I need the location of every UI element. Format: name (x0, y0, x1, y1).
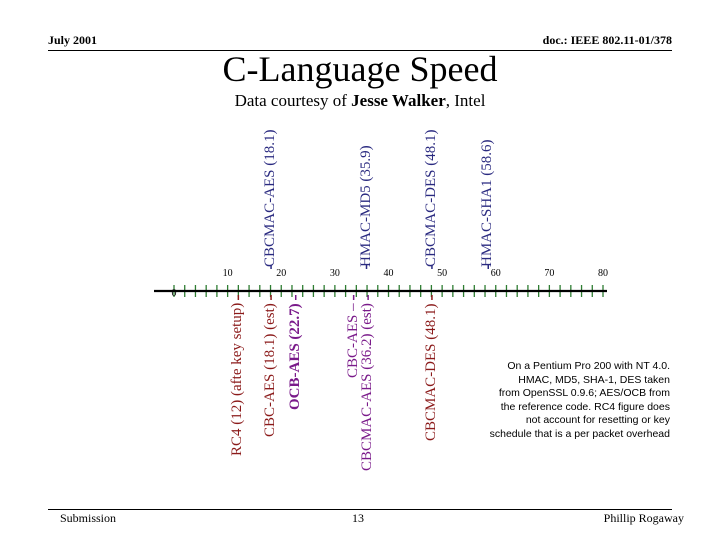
axis-tick-label: 40 (384, 268, 394, 279)
header-doc-id: doc.: IEEE 802.11-01/378 (542, 33, 672, 47)
footnote-line: On a Pentium Pro 200 with NT 4.0. (507, 360, 670, 372)
axis-tick-label: 30 (330, 268, 340, 279)
point-label: CBCMAC-DES (48.1) (422, 129, 439, 267)
point-label: CBCMAC-AES (18.1) (262, 129, 279, 267)
page-subtitle: Data courtesy of Jesse Walker, Intel (0, 91, 720, 111)
axis-tick-label: 10 (223, 268, 233, 279)
axis-tick-label: 20 (276, 268, 286, 279)
footnote-line: not account for resetting or key (525, 414, 670, 427)
axis-tick-label: 0 (172, 288, 177, 299)
point-label: CBC-AES (18.1) (est) (262, 303, 279, 437)
footnote-line: the reference code. RC4 figure does (500, 400, 670, 413)
subtitle-prefix: Data courtesy of (234, 91, 352, 110)
point-label: HMAC-MD5 (35.9) (357, 145, 374, 267)
axis-tick-label: 60 (491, 268, 501, 279)
point-label: RC4 (12) (afte key setup) (229, 302, 246, 456)
subtitle-suffix: , Intel (445, 91, 486, 110)
header-rule (48, 50, 672, 51)
axis-tick-label: 50 (437, 268, 447, 279)
page-title: C-Language Speed (222, 49, 498, 89)
footnote-line: schedule that is a per packet overhead (489, 427, 670, 440)
axis-tick-label: 80 (598, 268, 608, 279)
point-label: CBCMAC-DES (48.1) (422, 303, 439, 441)
point-label: HMAC-SHA1 (58.6) (479, 139, 496, 268)
footer-rule (48, 509, 672, 510)
footer-author: Phillip Rogaway (603, 511, 684, 525)
point-label: OCB-AES (22.7) (286, 303, 303, 410)
axis-tick-label: 70 (544, 268, 554, 279)
point-label: CBCMAC-AES (36.2) (est) (359, 303, 376, 471)
header-date: July 2001 (48, 33, 98, 47)
footnote-line: from OpenSSL 0.9.6; AES/OCB from (498, 387, 670, 400)
footer-submission: Submission (60, 511, 117, 525)
footer-page-number: 13 (352, 511, 364, 525)
footnote-block: On a Pentium Pro 200 with NT 4.0. HMAC, … (438, 360, 670, 442)
subtitle-name: Jesse Walker (351, 91, 446, 110)
footnote-line: HMAC, MD5, SHA-1, DES taken (518, 373, 670, 386)
